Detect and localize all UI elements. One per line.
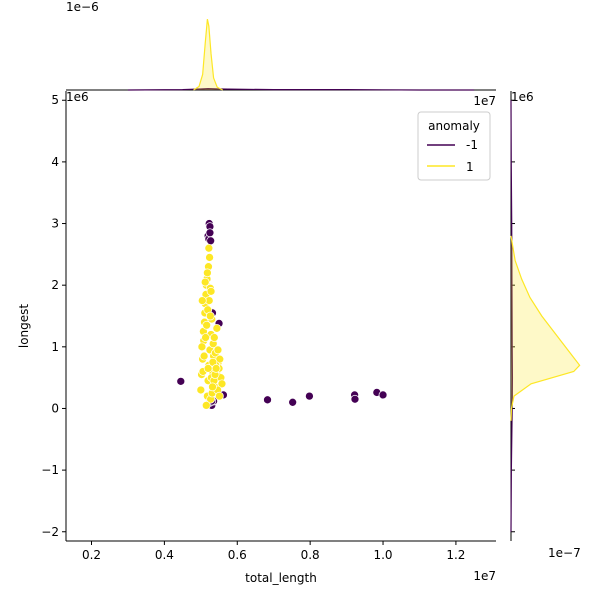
y-tick-label: 4 — [51, 155, 59, 169]
scatter-point — [199, 351, 209, 361]
scatter-point — [213, 345, 223, 355]
right-marginal-offset-text: 1e−7 — [548, 546, 581, 560]
x-tick-label: 0.2 — [82, 548, 101, 562]
y-tick-label: 0 — [51, 401, 59, 415]
y-tick-label: 2 — [51, 278, 59, 292]
scatter-point — [378, 390, 388, 400]
right-kde-line — [510, 235, 581, 421]
x-tick-label: 1.2 — [446, 548, 465, 562]
scatter-point — [202, 320, 212, 330]
y-offset-text: 1e6 — [66, 90, 89, 104]
x-tick-label: 0.6 — [228, 548, 247, 562]
top-kde-line — [193, 19, 223, 91]
scatter-point — [288, 397, 298, 407]
scatter-point — [208, 382, 217, 392]
y-axis-label: longest — [17, 304, 31, 349]
scatter-point — [211, 364, 221, 373]
scatter-point — [201, 333, 210, 342]
top-kde-fill — [193, 19, 223, 91]
right-marginal-y-offset-text: 1e6 — [511, 90, 534, 104]
x-tick-label: 0.8 — [301, 548, 320, 562]
legend-label-neg1: -1 — [466, 138, 478, 152]
legend-title: anomaly — [428, 119, 480, 133]
scatter-point — [197, 296, 207, 305]
scatter-point — [196, 385, 206, 395]
scatter-point — [350, 394, 360, 404]
top-marginal-kde — [66, 19, 496, 91]
x-tick-label: 0.4 — [155, 548, 174, 562]
x-axis-label: total_length — [245, 571, 317, 585]
scatter-point — [305, 391, 314, 401]
y-tick-label: 3 — [51, 217, 59, 231]
x-offset-text: 1e7 — [473, 569, 496, 583]
scatter-point — [204, 243, 214, 253]
scatter-point — [212, 323, 222, 333]
y-tick-label: −1 — [41, 463, 59, 477]
scatter-point — [263, 395, 272, 405]
scatter-point — [205, 253, 214, 262]
scatter-point — [215, 391, 224, 401]
main-axes: 0.2 0.4 0.6 0.8 1.0 1.2 −2 −1 0 1 2 3 4 5 — [41, 91, 496, 562]
y-tick-label: −2 — [41, 525, 59, 539]
scatter-point — [206, 236, 216, 246]
scatter-point — [203, 364, 213, 373]
legend-box — [417, 111, 491, 181]
scatter-point — [201, 401, 211, 410]
scatter-point — [217, 379, 227, 389]
top-kde-line — [127, 88, 475, 91]
right-marginal-kde — [510, 91, 581, 541]
scatter-point — [200, 277, 210, 287]
top-marginal-x-offset-text: 1e7 — [473, 94, 496, 108]
legend-label-pos1: 1 — [466, 160, 474, 174]
scatter-point — [209, 333, 219, 342]
scatter-point — [205, 311, 215, 321]
y-tick-label: 1 — [51, 340, 59, 354]
scatter-points — [176, 219, 388, 410]
scatter-point — [205, 228, 215, 238]
scatter-point — [203, 268, 212, 278]
legend: anomaly -1 1 — [417, 111, 491, 181]
y-tick-label: 5 — [51, 93, 59, 107]
scatter-point — [197, 342, 207, 352]
top-marginal-offset-text: 1e−6 — [66, 0, 99, 14]
right-kde-fill — [511, 235, 580, 421]
x-tick-label: 1.0 — [373, 548, 392, 562]
right-kde-line — [510, 100, 514, 532]
scatter-point — [176, 376, 186, 386]
scatter-point — [206, 286, 216, 296]
